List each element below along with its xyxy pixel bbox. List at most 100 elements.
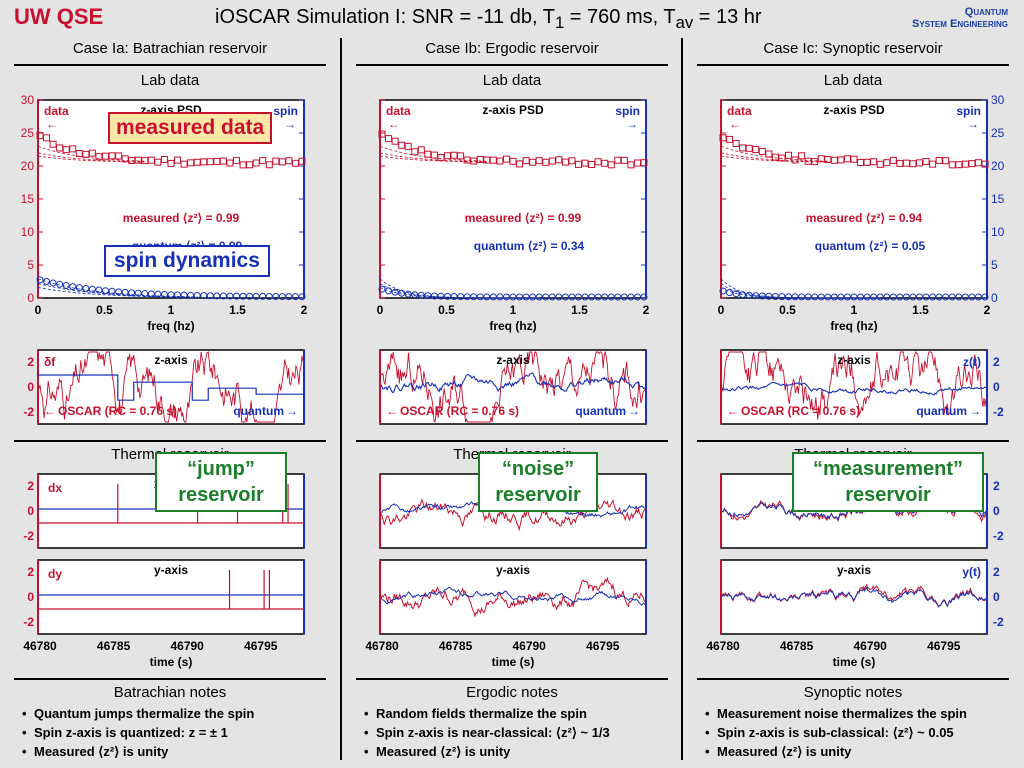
time-tick-label: 46790 <box>170 639 204 653</box>
measured-point <box>529 158 537 166</box>
measured-point <box>206 158 214 166</box>
spin-point <box>180 291 188 299</box>
measured-point <box>246 161 254 169</box>
lab-data-heading: Lab data <box>823 72 883 89</box>
measured-point <box>614 156 622 164</box>
dy-label: dy <box>48 567 62 581</box>
left-arrow-icon: ← <box>388 117 400 131</box>
measured-point <box>424 150 432 158</box>
psd-y-tick-label: 5 <box>27 258 34 272</box>
spin-point <box>837 293 845 301</box>
spin-point <box>75 284 83 292</box>
trace-y-tick-label: 2 <box>993 355 1000 369</box>
column-title: Case Ib: Ergodic reservoir <box>425 40 599 57</box>
spin-point <box>961 293 969 301</box>
trace-y-tick-label: 0 <box>27 380 34 394</box>
y-trace-title: y-axis <box>154 563 188 577</box>
psd-x-tick-label: 1 <box>168 303 175 317</box>
measured-point <box>883 159 891 167</box>
psd-x-tick-label: 0 <box>718 303 725 317</box>
time-axis-label: time (s) <box>492 655 535 669</box>
dx-label: dx <box>48 481 62 495</box>
time-tick-label: 46780 <box>365 639 399 653</box>
measured-point <box>575 160 582 168</box>
measured-point <box>968 160 976 168</box>
measured-point <box>291 159 299 167</box>
notes-title: Ergodic notes <box>466 684 558 701</box>
spin-y-trace <box>380 586 646 606</box>
trace-y-tick-label: 0 <box>27 504 34 518</box>
spin-point <box>529 293 537 301</box>
spin-point <box>128 289 136 297</box>
spin-point <box>69 283 77 291</box>
measured-z2-value: measured ⟨z²⟩ = 0.99 <box>465 211 582 225</box>
measured-point <box>765 150 773 158</box>
column-case-c: Case Ic: Synoptic reservoir Lab data The… <box>697 36 1009 766</box>
measured-point <box>627 161 635 169</box>
measured-point <box>213 157 221 165</box>
measured-point <box>489 156 497 164</box>
measured-point <box>444 152 451 160</box>
measured-point <box>509 157 517 165</box>
measured-point <box>154 158 162 166</box>
psd-x-tick-label: 2 <box>643 303 650 317</box>
time-axis-label: time (s) <box>150 655 193 669</box>
column-title: Case Ic: Synoptic reservoir <box>763 40 943 57</box>
spin-point <box>974 293 982 301</box>
measured-point <box>36 132 44 140</box>
column-case-a: Case Ia: Batrachian reservoir Lab data T… <box>14 36 326 766</box>
spin-point <box>298 293 306 301</box>
measured-point <box>922 157 930 165</box>
psd-spin-label: spin <box>615 104 640 118</box>
spin-point <box>942 293 950 301</box>
measured-point <box>43 134 51 142</box>
trace-y-tick-label: -2 <box>993 529 1004 543</box>
measured-point <box>843 155 851 163</box>
measured-point <box>88 149 96 157</box>
spin-point <box>981 293 989 301</box>
psd-y-tick-label: 15 <box>991 192 1005 206</box>
measured-point <box>909 160 917 168</box>
spin-point <box>450 293 458 301</box>
slide-title: iOSCAR Simulation I: SNR = -11 db, T1 = … <box>215 6 762 32</box>
measured-point <box>259 157 267 165</box>
psd-x-tick-label: 1 <box>510 303 517 317</box>
trace-y-tick-label: 2 <box>27 565 34 579</box>
column-divider <box>340 38 342 760</box>
measured-point <box>450 151 458 159</box>
spin-point <box>798 293 806 301</box>
spin-point <box>804 293 812 301</box>
psd-x-axis-label: freq (hz) <box>489 319 536 333</box>
measured-point <box>896 159 904 167</box>
spin-point <box>850 293 858 301</box>
psd-y-tick-label: 30 <box>991 93 1005 107</box>
spin-point <box>470 293 478 301</box>
measured-point <box>134 156 142 164</box>
spin-point <box>233 292 240 300</box>
psd-y-tick-label: 15 <box>21 192 35 206</box>
psd-x-tick-label: 2 <box>301 303 308 317</box>
spin-point <box>739 291 747 299</box>
left-arrow-icon: ← <box>729 117 741 131</box>
quantum-z2-value: quantum ⟨z²⟩ = 0.05 <box>815 239 926 253</box>
trace-y-tick-label: 0 <box>993 380 1000 394</box>
note-item: Spin z-axis is sub-classical: ⟨z²⟩ ~ 0.0… <box>705 723 967 742</box>
spin-point <box>588 293 596 301</box>
spin-point <box>444 292 451 300</box>
psd-x-tick-label: 0 <box>377 303 384 317</box>
measured-point <box>496 157 504 165</box>
measured-point <box>830 156 838 164</box>
measured-point <box>174 156 182 164</box>
measured-point <box>398 141 406 149</box>
measured-point <box>285 157 293 165</box>
spin-point <box>857 293 865 301</box>
spin-point <box>830 293 838 301</box>
measured-point <box>581 159 589 167</box>
measured-point <box>102 152 109 160</box>
measured-point <box>785 151 792 159</box>
y-reservoir-plot-area <box>720 559 988 635</box>
spin-point <box>935 293 943 301</box>
time-tick-label: 46795 <box>586 639 620 653</box>
measured-point <box>948 161 956 169</box>
spin-point <box>902 293 910 301</box>
